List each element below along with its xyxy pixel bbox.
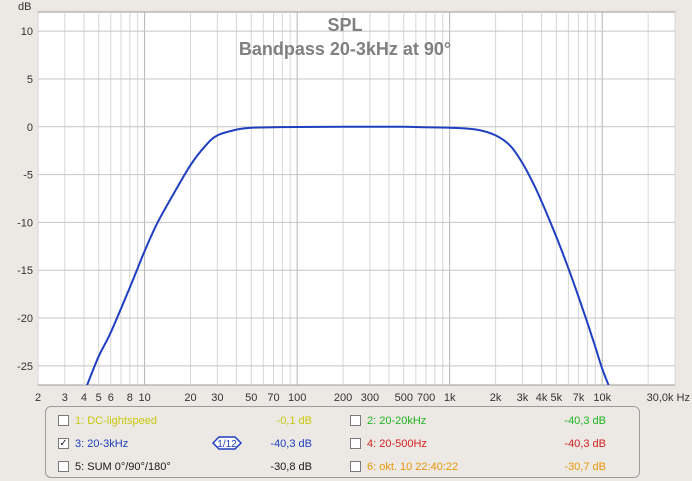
x-tick-label: 500 bbox=[395, 392, 413, 404]
x-tick-label: 7k bbox=[573, 392, 585, 404]
y-tick-label: 5 bbox=[27, 74, 33, 86]
y-axis-unit-label: dB bbox=[18, 1, 31, 13]
x-tick-label: 10k bbox=[593, 392, 611, 404]
chart-subtitle: Bandpass 20-3kHz at 90° bbox=[239, 39, 451, 59]
x-tick-label: 4 bbox=[81, 392, 87, 404]
series-layer bbox=[86, 125, 610, 385]
x-tick-label: 3 bbox=[62, 392, 68, 404]
legend-checkbox-5[interactable] bbox=[58, 461, 69, 472]
legend-label-2: 2: 20-20kHz bbox=[367, 415, 427, 427]
x-tick-label: 30,0k Hz bbox=[647, 392, 690, 404]
legend-checkbox-1[interactable] bbox=[58, 415, 69, 426]
legend-item-1[interactable]: 1: DC-lightspeed -0,1 dB bbox=[58, 413, 328, 431]
legend-value-6: -30,7 dB bbox=[564, 461, 606, 473]
plot-area bbox=[37, 11, 676, 386]
x-tick-label: 200 bbox=[334, 392, 352, 404]
legend-label-5: 5: SUM 0°/90°/180° bbox=[75, 461, 171, 473]
legend-item-2[interactable]: 2: 20-20kHz -40,3 dB bbox=[350, 413, 620, 431]
y-tick-label: -5 bbox=[23, 170, 33, 182]
x-tick-label: 5k bbox=[550, 392, 562, 404]
x-tick-label: 4k bbox=[536, 392, 548, 404]
x-tick-label: 10 bbox=[138, 392, 150, 404]
y-tick-label: -15 bbox=[17, 265, 33, 277]
grid bbox=[37, 12, 676, 385]
chart-title: SPL bbox=[327, 15, 362, 35]
x-tick-label: 700 bbox=[417, 392, 435, 404]
x-tick-label: 300 bbox=[361, 392, 379, 404]
x-tick-label: 50 bbox=[245, 392, 257, 404]
legend-item-4[interactable]: 4: 20-500Hz -40,3 dB bbox=[350, 436, 620, 454]
legend-label-1: 1: DC-lightspeed bbox=[75, 415, 157, 427]
series-line-20-3khz bbox=[86, 125, 610, 385]
smoothing-label: 1/12 bbox=[217, 439, 237, 450]
x-tick-label: 6 bbox=[108, 392, 114, 404]
x-tick-label: 1k bbox=[444, 392, 456, 404]
x-tick-label: 8 bbox=[127, 392, 133, 404]
y-tick-label: -10 bbox=[17, 217, 33, 229]
legend-checkbox-2[interactable] bbox=[350, 415, 361, 426]
smoothing-button[interactable]: 1/12 bbox=[211, 435, 243, 451]
y-tick-label: -25 bbox=[17, 361, 33, 373]
x-tick-label: 20 bbox=[184, 392, 196, 404]
x-tick-label: 2 bbox=[35, 392, 41, 404]
legend-value-3: -40,3 dB bbox=[270, 438, 312, 450]
x-tick-label: 5 bbox=[96, 392, 102, 404]
legend-checkbox-6[interactable] bbox=[350, 461, 361, 472]
legend-checkbox-3[interactable]: ✓ bbox=[58, 438, 69, 449]
legend-value-2: -40,3 dB bbox=[564, 415, 606, 427]
y-tick-label: 10 bbox=[21, 26, 33, 38]
x-tick-label: 30 bbox=[211, 392, 223, 404]
legend-label-6: 6: okt. 10 22:40:22 bbox=[367, 461, 459, 473]
y-tick-label: -20 bbox=[17, 313, 33, 325]
legend-label-3: 3: 20-3kHz bbox=[75, 438, 129, 450]
legend-item-3[interactable]: ✓ 3: 20-3kHz -40,3 dB bbox=[58, 436, 328, 454]
legend-item-5[interactable]: 5: SUM 0°/90°/180° -30,8 dB bbox=[58, 459, 328, 477]
x-tick-label: 3k bbox=[517, 392, 529, 404]
legend-item-6[interactable]: 6: okt. 10 22:40:22 -30,7 dB bbox=[350, 459, 620, 477]
x-tick-label: 2k bbox=[490, 392, 502, 404]
legend-value-1: -0,1 dB bbox=[276, 415, 312, 427]
legend-value-5: -30,8 dB bbox=[270, 461, 312, 473]
legend-label-4: 4: 20-500Hz bbox=[367, 438, 427, 450]
x-tick-label: 100 bbox=[288, 392, 306, 404]
legend-value-4: -40,3 dB bbox=[564, 438, 606, 450]
legend-checkbox-4[interactable] bbox=[350, 438, 361, 449]
y-tick-label: 0 bbox=[27, 122, 33, 134]
legend-panel: 1: DC-lightspeed -0,1 dB 2: 20-20kHz -40… bbox=[45, 406, 640, 478]
x-tick-label: 70 bbox=[267, 392, 279, 404]
